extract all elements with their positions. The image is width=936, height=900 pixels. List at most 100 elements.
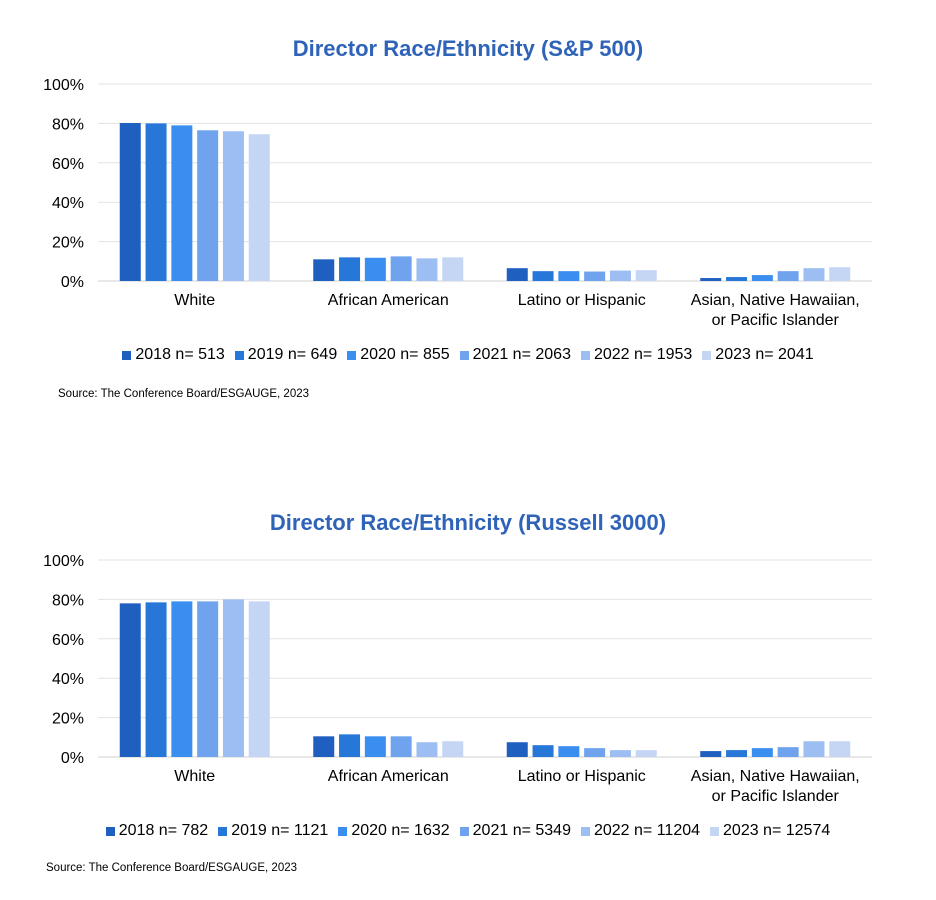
y-tick-label: 20%: [52, 235, 84, 252]
legend-label: 2023 n= 2041: [715, 346, 814, 363]
y-tick-label: 40%: [52, 195, 84, 212]
legend-item: 2020 n= 1632: [338, 822, 450, 840]
bar: [726, 750, 748, 757]
bar: [197, 601, 219, 757]
chart-plot-russell3000: 0% 20% 40% 60% 80% 100% White African American L…: [43, 553, 872, 805]
legend-swatch: [459, 350, 469, 360]
bar: [700, 751, 722, 757]
x-tick-label: Asian, Native Hawaiian,: [691, 768, 860, 785]
legend-label: 2018 n= 513: [135, 346, 225, 363]
legend-label: 2020 n= 855: [360, 346, 450, 363]
bar: [339, 734, 361, 757]
legend-item: 2020 n= 855: [347, 346, 450, 364]
legend-label: 2019 n= 1121: [231, 822, 329, 839]
bar: [222, 131, 244, 281]
legend-item: 2018 n= 782: [105, 822, 209, 840]
y-tick-label: 80%: [52, 116, 84, 133]
legend-swatch: [122, 350, 132, 360]
y-tick-label: 60%: [52, 156, 84, 173]
bar: [390, 736, 412, 757]
legend-swatch: [338, 826, 348, 836]
legend-label: 2022 n= 11204: [593, 822, 701, 839]
bar: [532, 745, 554, 757]
legend-label: 2021 n= 2063: [472, 346, 571, 363]
bar: [119, 603, 141, 757]
legend-swatch: [580, 826, 590, 836]
bar: [442, 257, 464, 281]
bar: [726, 277, 748, 281]
bar: [803, 268, 825, 281]
bar: [171, 125, 193, 282]
x-tick-label: or Pacific Islander: [712, 312, 840, 329]
bar: [248, 601, 270, 757]
bar: [442, 741, 464, 757]
y-tick-label: 40%: [52, 671, 84, 688]
bar: [829, 741, 851, 757]
bar: [416, 742, 438, 757]
legend-item: 2019 n= 1121: [218, 822, 328, 840]
legend-item: 2023 n= 12574: [710, 822, 830, 840]
bar: [145, 602, 167, 757]
bar: [700, 278, 722, 281]
bar: [313, 736, 335, 757]
y-tick-label: 20%: [52, 711, 84, 728]
y-tick-label: 100%: [43, 553, 84, 570]
legend-item: 2021 n= 2063: [459, 346, 571, 364]
bar: [635, 270, 657, 281]
bar: [751, 275, 773, 281]
chart-legend: 2018 n= 782 2019 n= 1121 2020 n= 1632 2021 …: [0, 822, 936, 840]
legend-swatch: [459, 826, 469, 836]
legend-item: 2019 n= 649: [234, 346, 337, 364]
bar: [364, 257, 386, 281]
bar: [171, 601, 193, 757]
y-tick-label: 0%: [61, 750, 84, 767]
bar: [751, 748, 773, 757]
chart-russell3000: Director Race/Ethnicity (Russell 3000) 0…: [0, 476, 936, 900]
y-tick-label: 80%: [52, 592, 84, 609]
legend-label: 2023 n= 12574: [723, 822, 831, 839]
bar: [777, 747, 799, 757]
bar: [777, 271, 799, 281]
bar: [364, 736, 386, 757]
legend-swatch: [105, 826, 115, 836]
legend-item: 2018 n= 513: [122, 346, 225, 364]
y-tick-label: 0%: [61, 274, 84, 291]
chart-title: Director Race/Ethnicity (Russell 3000): [269, 510, 667, 535]
bar: [222, 599, 244, 757]
legend-item: 2022 n= 11204: [580, 822, 701, 840]
bar: [609, 750, 631, 757]
bar: [416, 258, 438, 281]
bar: [584, 748, 606, 757]
bar: [609, 270, 631, 281]
bar: [145, 123, 167, 282]
chart-legend: 2018 n= 513 2019 n= 649 2020 n= 855 2021 n=…: [0, 346, 936, 364]
bar: [313, 259, 335, 281]
bar: [119, 123, 141, 281]
y-tick-label: 60%: [52, 632, 84, 649]
bar: [532, 271, 554, 281]
source-note: Source: The Conference Board/ESGAUGE, 20…: [46, 862, 298, 874]
legend-swatch: [710, 826, 720, 836]
legend-label: 2020 n= 1632: [351, 822, 450, 839]
x-tick-label: or Pacific Islander: [712, 788, 840, 805]
bar: [803, 741, 825, 757]
source-note: Source: The Conference Board/ESGAUGE, 20…: [58, 388, 310, 400]
bar: [584, 271, 606, 281]
legend-item: 2022 n= 1953: [580, 346, 693, 364]
chart-title: Director Race/Ethnicity (S&P 500): [292, 36, 644, 61]
legend-swatch: [234, 350, 244, 360]
bar: [558, 271, 580, 281]
chart-sp500: Director Race/Ethnicity (S&P 500) 0% 20% 4…: [0, 0, 936, 440]
bar: [506, 742, 528, 757]
bar: [390, 256, 412, 281]
legend-item: 2021 n= 5349: [459, 822, 571, 840]
legend-swatch: [580, 350, 590, 360]
x-tick-label: African American: [328, 292, 449, 309]
bar: [339, 257, 361, 281]
bar: [197, 130, 219, 281]
x-tick-label: Latino or Hispanic: [518, 292, 646, 309]
y-tick-label: 100%: [43, 77, 84, 94]
legend-label: 2018 n= 782: [118, 822, 209, 839]
bar: [635, 750, 657, 757]
legend-label: 2022 n= 1953: [593, 346, 693, 363]
